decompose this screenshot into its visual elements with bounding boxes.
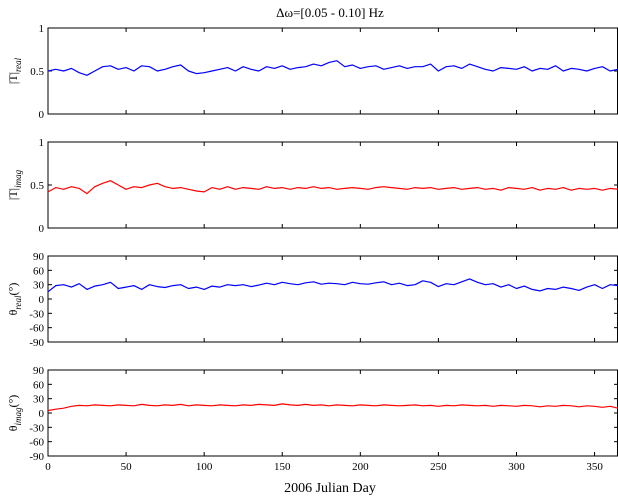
- y-tick-label: 0: [39, 408, 45, 420]
- y-tick-label: 0: [39, 294, 45, 306]
- y-axis-label-sub: real: [13, 57, 23, 72]
- y-tick-label: -30: [29, 422, 44, 434]
- x-tick-label: 0: [45, 461, 51, 473]
- panel-frame: [47, 141, 618, 229]
- x-tick-label: 100: [196, 461, 213, 473]
- series-line-imag-phase: [47, 403, 618, 412]
- y-axis-label-main: θ: [6, 425, 20, 431]
- panel-real-phase: -90 -60 -30 0 30 60 90 θreal(°): [6, 251, 618, 349]
- series-line-real-phase: [47, 278, 618, 293]
- panel-frame: [47, 369, 618, 457]
- y-axis-label: |T|real: [6, 57, 23, 84]
- y-tick-label: -30: [29, 308, 44, 320]
- y-tick-label: 30: [33, 394, 45, 406]
- y-axis-label-sub: imag: [13, 407, 23, 426]
- y-tick-label: 0: [39, 223, 45, 235]
- x-tick-label: 300: [508, 461, 525, 473]
- y-tick-label: 0.5: [30, 180, 44, 192]
- chart-title: Δω=[0.05 - 0.10] Hz: [276, 5, 384, 20]
- panel-real-magnitude: 0 0.5 1 |T|real: [6, 23, 618, 121]
- y-axis-label-sub: imag: [13, 169, 23, 188]
- y-axis-label-main: θ: [6, 309, 20, 315]
- y-tick-label: 60: [33, 265, 45, 277]
- y-tick-label: 90: [33, 365, 45, 377]
- y-axis-label: θimag(°): [6, 395, 23, 432]
- panels: 00.51|T|real00.51|T|imag-90-60-300306090…: [6, 23, 618, 473]
- y-axis-label: θreal(°): [6, 283, 23, 316]
- y-axis-label-unit: (°): [6, 283, 20, 296]
- panel-frame: [47, 255, 618, 343]
- y-axis-label: |T|imag: [6, 169, 23, 200]
- panel-imag-magnitude: 0 0.5 1 |T|imag: [6, 137, 618, 235]
- x-tick-label: 150: [274, 461, 291, 473]
- series-line-imag-magnitude: [47, 180, 618, 195]
- y-tick-label: 60: [33, 379, 45, 391]
- y-tick-label: 0.5: [30, 66, 44, 78]
- y-tick-label: 90: [33, 251, 45, 263]
- x-tick-label: 250: [430, 461, 447, 473]
- y-tick-label: 1: [39, 23, 45, 35]
- x-axis-label: 2006 Julian Day: [284, 481, 376, 496]
- y-tick-label: -60: [29, 323, 44, 335]
- y-tick-label: 1: [39, 137, 45, 149]
- y-axis-label-main: |T|: [6, 188, 20, 200]
- y-axis-label-unit: (°): [6, 395, 20, 408]
- x-tick-label: 50: [121, 461, 133, 473]
- y-axis-label-sub: real: [13, 295, 23, 310]
- x-tick-label: 200: [352, 461, 369, 473]
- y-tick-label: 30: [33, 280, 45, 292]
- y-tick-label: 0: [39, 109, 45, 121]
- y-tick-label: -90: [29, 451, 44, 463]
- panel-imag-phase: -90 -60 -30 0 30 60 90 0 50 100 150 200 250 300 350 θim…: [6, 365, 618, 473]
- y-tick-label: -90: [29, 337, 44, 349]
- series-line-real-magnitude: [47, 60, 618, 76]
- y-tick-label: -60: [29, 437, 44, 449]
- x-tick-label: 350: [586, 461, 603, 473]
- y-axis-label-main: |T|: [6, 72, 20, 84]
